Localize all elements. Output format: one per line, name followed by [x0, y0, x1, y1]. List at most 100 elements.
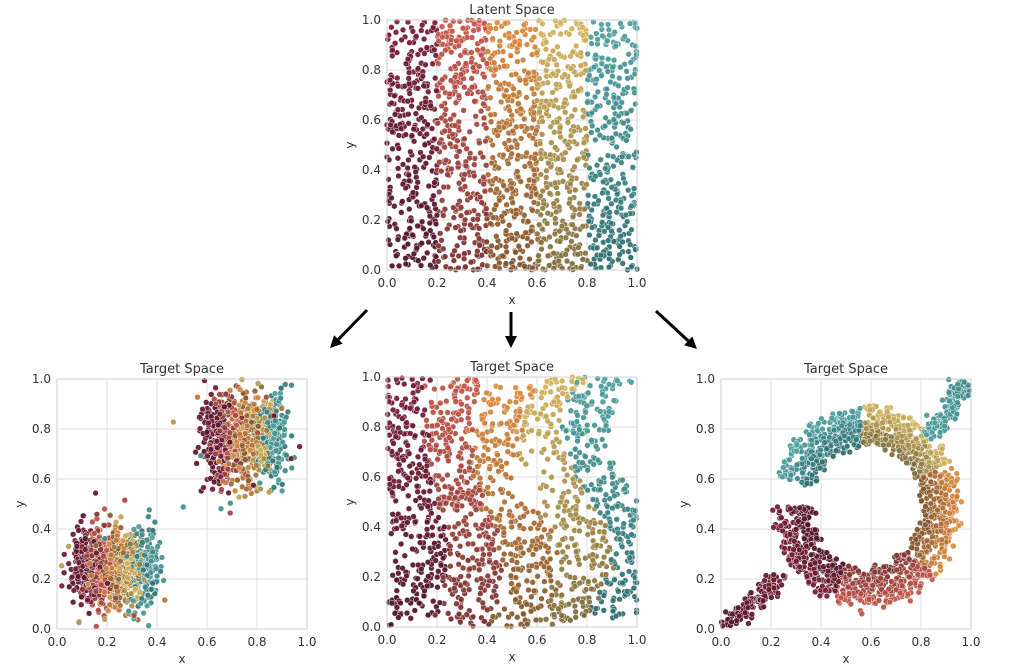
data-point — [553, 436, 560, 443]
data-point — [107, 512, 114, 519]
data-point — [523, 601, 530, 608]
y-tick-label: 1.0 — [362, 370, 381, 384]
data-point — [627, 59, 634, 66]
data-point — [412, 169, 419, 176]
data-point — [576, 200, 583, 207]
data-point — [428, 125, 436, 132]
data-point — [623, 68, 630, 75]
data-point — [410, 513, 417, 520]
data-point — [536, 75, 543, 82]
data-point — [66, 583, 73, 590]
y-tick-label: 0.8 — [32, 422, 51, 436]
data-point — [583, 402, 590, 409]
data-point — [430, 233, 437, 241]
data-point — [448, 416, 455, 423]
data-point — [423, 417, 430, 424]
data-point — [509, 442, 516, 449]
y-tick-label: 0.2 — [362, 570, 381, 584]
data-point — [435, 92, 442, 100]
data-point — [476, 566, 483, 573]
data-point — [433, 87, 440, 94]
data-point — [464, 190, 471, 198]
data-point — [531, 409, 538, 417]
data-point — [462, 263, 469, 270]
data-point — [491, 263, 499, 270]
data-point — [266, 488, 273, 496]
data-point — [409, 231, 416, 239]
data-point — [501, 550, 508, 558]
data-point — [582, 555, 589, 562]
data-point — [547, 388, 554, 396]
data-point — [468, 49, 475, 56]
data-point — [502, 227, 510, 234]
data-point — [396, 461, 403, 468]
data-point — [483, 124, 490, 132]
data-point — [409, 545, 416, 553]
data-point — [524, 242, 531, 249]
data-point — [484, 606, 491, 614]
data-point — [82, 535, 89, 542]
x-tick-label: 0.2 — [427, 633, 446, 647]
data-point — [385, 156, 393, 163]
data-point — [196, 414, 203, 421]
data-point — [579, 32, 587, 39]
data-point — [471, 398, 478, 405]
data-point — [454, 502, 461, 510]
data-point — [506, 222, 513, 229]
data-point — [459, 527, 467, 534]
data-point — [548, 474, 555, 481]
data-point — [399, 181, 407, 188]
data-point — [621, 61, 628, 68]
data-point — [463, 611, 470, 618]
data-point — [406, 90, 413, 97]
data-point — [475, 235, 483, 242]
x-tick-label: 1.0 — [627, 276, 646, 290]
data-point — [476, 63, 483, 70]
data-point — [516, 408, 524, 415]
data-point — [514, 614, 521, 621]
data-point — [474, 248, 481, 255]
data-point — [145, 513, 152, 520]
data-point — [543, 39, 550, 46]
data-point — [194, 394, 201, 401]
data-point — [410, 382, 417, 389]
data-point — [476, 242, 483, 249]
data-point — [402, 255, 409, 262]
data-point — [600, 178, 607, 186]
data-point — [205, 419, 212, 427]
data-point — [551, 129, 558, 136]
data-point — [250, 482, 257, 489]
data-point — [414, 488, 421, 495]
data-point — [458, 400, 465, 408]
data-point — [612, 100, 620, 107]
data-point — [427, 446, 434, 453]
data-point — [558, 377, 566, 385]
data-point — [459, 554, 466, 561]
data-point — [397, 125, 405, 132]
data-point — [561, 99, 568, 107]
data-point — [447, 383, 454, 390]
data-point — [448, 485, 455, 492]
data-point — [530, 34, 537, 41]
data-point — [543, 174, 550, 181]
data-point — [478, 38, 485, 45]
data-point — [252, 471, 260, 479]
data-point — [254, 394, 262, 401]
data-point — [395, 172, 402, 180]
data-point — [234, 476, 241, 484]
data-point — [521, 419, 529, 426]
data-point — [605, 381, 613, 388]
data-point — [600, 528, 608, 535]
data-point — [596, 132, 604, 139]
data-point — [103, 565, 110, 572]
data-point — [568, 238, 575, 245]
data-point — [542, 46, 550, 53]
data-point — [605, 99, 612, 106]
data-point — [393, 395, 400, 402]
data-point — [447, 550, 454, 557]
data-point — [572, 614, 579, 621]
data-point — [395, 262, 403, 270]
data-point — [599, 219, 606, 226]
x-tick-label: 0.8 — [247, 635, 266, 649]
data-point — [510, 451, 517, 459]
